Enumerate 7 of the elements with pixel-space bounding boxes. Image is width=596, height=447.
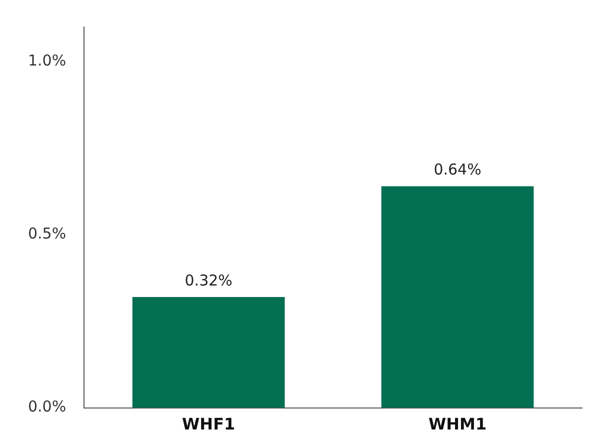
x-tick-label: WHF1 [182, 414, 236, 434]
data-label: 0.64% [434, 160, 482, 179]
y-tick-label: 1.0% [28, 52, 66, 70]
y-tick-label: 0.0% [28, 398, 66, 416]
y-tick-label: 0.5% [28, 224, 66, 243]
data-label: 0.32% [184, 271, 232, 290]
x-tick-label: WHM1 [428, 414, 487, 434]
